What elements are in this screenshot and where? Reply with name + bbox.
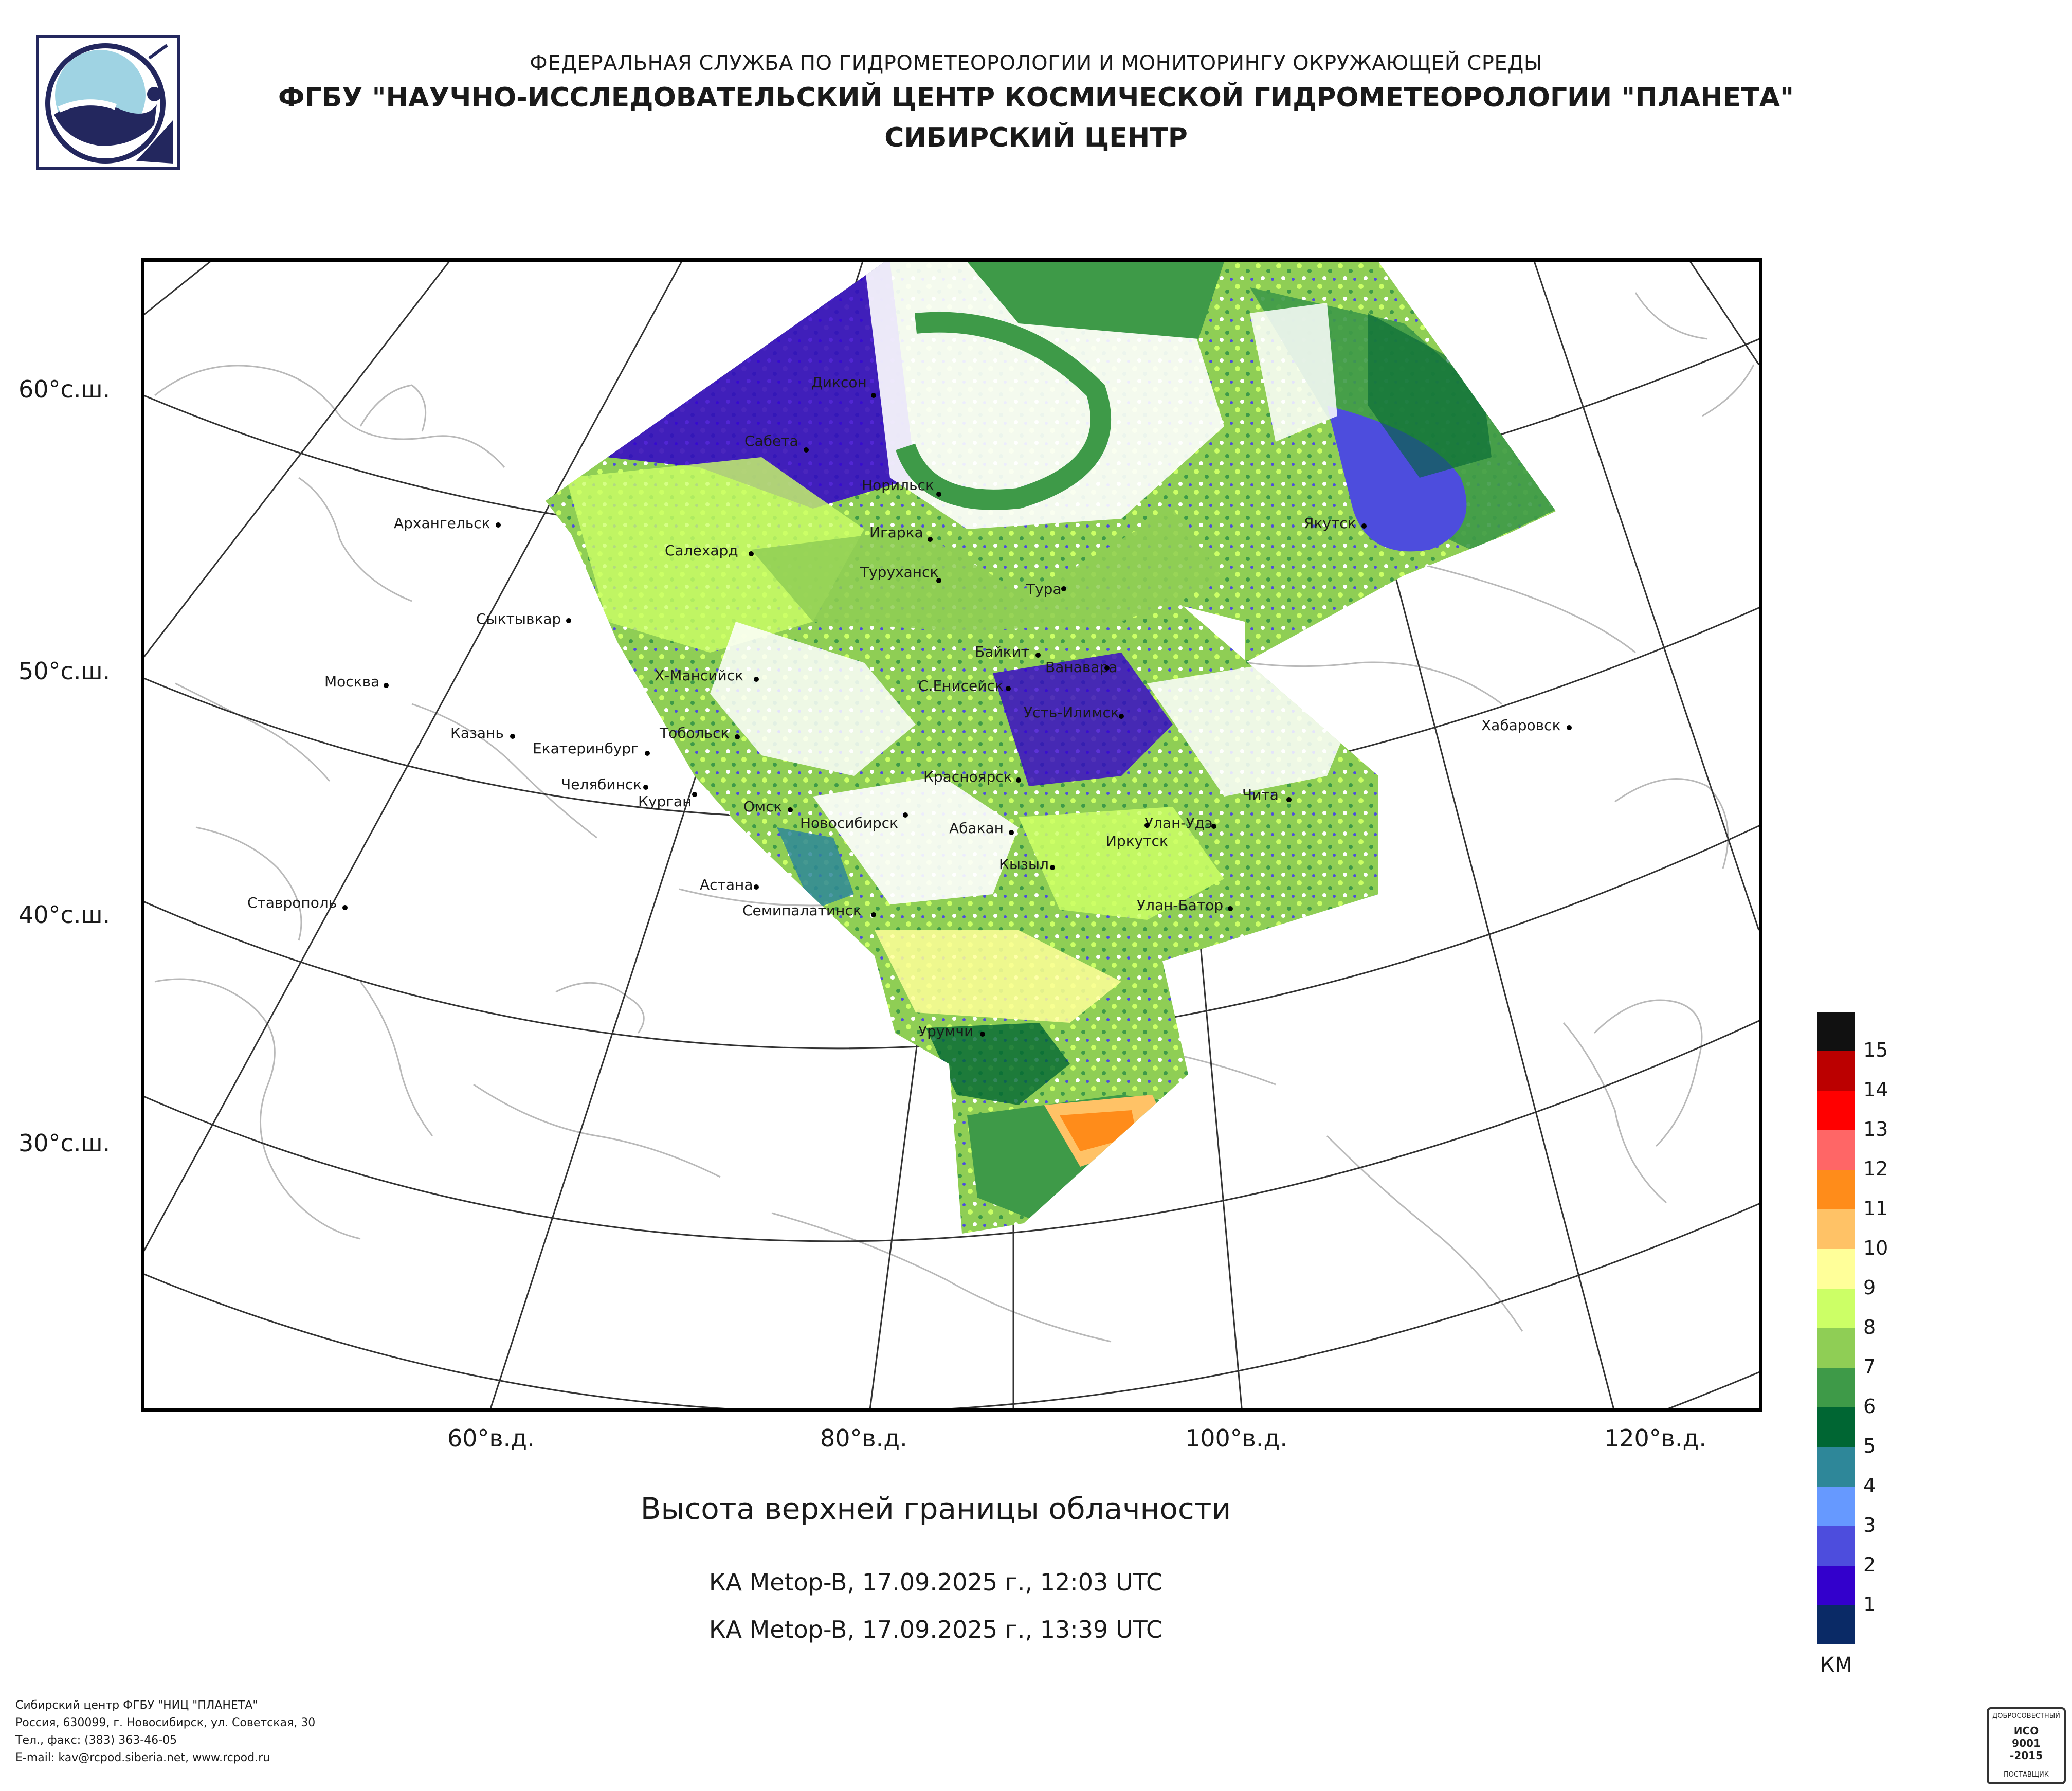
- footer-org: Сибирский центр ФГБУ "НИЦ "ПЛАНЕТА": [15, 1699, 258, 1712]
- city-label: Тура: [1026, 581, 1062, 598]
- planeta-logo: [36, 35, 180, 170]
- city-label: Астана: [700, 876, 753, 893]
- city-label: Москва: [324, 673, 380, 690]
- badge-top: ДОБРОСОВЕСТНЫЙ: [1992, 1712, 2060, 1720]
- legend-swatch: [1817, 1289, 1855, 1328]
- footer-phone: Тел., факс: (383) 363-46-05: [15, 1734, 177, 1747]
- legend-label: 9: [1863, 1276, 1876, 1299]
- lat-label: 30°с.ш.: [19, 1129, 111, 1157]
- city-label: Диксон: [811, 374, 867, 391]
- legend-swatch: [1817, 1209, 1855, 1249]
- city-label: Архангельск: [394, 515, 490, 532]
- legend-unit: КМ: [1820, 1653, 1852, 1677]
- city-label: Челябинск: [561, 776, 642, 793]
- city-markers: [342, 393, 1572, 1037]
- legend-label: 1: [1863, 1593, 1876, 1616]
- city-label: Новосибирск: [800, 815, 898, 831]
- city-label: Урумчи: [918, 1023, 974, 1040]
- badge-bottom: ПОСТАВЩИК: [2003, 1771, 2049, 1779]
- city-label: Усть-Илимск: [1024, 704, 1119, 721]
- legend-label: 11: [1863, 1197, 1888, 1220]
- satellite-pass: КА Metop-B, 17.09.2025 г., 13:39 UTC: [708, 1616, 1163, 1643]
- legend-swatch: [1817, 1526, 1855, 1566]
- city-label: Игарка: [869, 524, 923, 541]
- cloud-top-map: Диксон Сабета Норильск Игарка Салехард Т…: [41, 256, 1842, 1573]
- legend-swatch: [1817, 1051, 1855, 1091]
- city-label: Ставрополь: [247, 894, 337, 911]
- legend-swatch: [1817, 1605, 1855, 1644]
- city-label: Туруханск: [860, 564, 939, 581]
- legend-label: 14: [1863, 1078, 1888, 1101]
- legend-label: 12: [1863, 1157, 1888, 1180]
- city-label: Норильск: [862, 477, 934, 494]
- legend-label: 3: [1863, 1514, 1876, 1536]
- institute-title: ФГБУ "НАУЧНО-ИССЛЕДОВАТЕЛЬСКИЙ ЦЕНТР КОС…: [278, 82, 1794, 113]
- city-label: Улан-Батор: [1137, 897, 1224, 914]
- legend-label: 5: [1863, 1435, 1876, 1457]
- lon-label: 120°в.д.: [1604, 1424, 1706, 1452]
- agency-title: ФЕДЕРАЛЬНАЯ СЛУЖБА ПО ГИДРОМЕТЕОРОЛОГИИ …: [530, 51, 1542, 75]
- legend-label: 8: [1863, 1316, 1876, 1338]
- footer-address: Россия, 630099, г. Новосибирск, ул. Сове…: [15, 1716, 316, 1729]
- planeta-logo-icon: [45, 43, 173, 164]
- city-label: Якутск: [1304, 515, 1356, 532]
- footer-email[interactable]: E-mail: kav@rcpod.siberia.net, www.rcpod…: [15, 1751, 270, 1764]
- city-label: Курган: [638, 793, 692, 810]
- legend-swatch: [1817, 1130, 1855, 1170]
- legend-label: 7: [1863, 1355, 1876, 1378]
- legend-swatch: [1817, 1328, 1855, 1368]
- badge-line3: -2015: [2010, 1749, 2043, 1762]
- city-label: Байкит: [975, 643, 1029, 660]
- lat-label: 60°с.ш.: [19, 375, 111, 403]
- product-title: Высота верхней границы облачности: [640, 1491, 1231, 1526]
- city-label: Екатеринбург: [533, 740, 639, 757]
- badge-line2: 9001: [2012, 1737, 2041, 1749]
- city-label: Чита: [1242, 786, 1279, 803]
- legend-label: 2: [1863, 1553, 1876, 1576]
- city-label: Улан-Удэ: [1144, 815, 1213, 831]
- legend-swatch: [1817, 1407, 1855, 1447]
- legend-swatch: [1817, 1249, 1855, 1289]
- legend-swatch: [1817, 1487, 1855, 1526]
- city-label: Хабаровск: [1481, 717, 1561, 734]
- iso-badge: ДОБРОСОВЕСТНЫЙ ИСО 9001 -2015 ПОСТАВЩИК: [1987, 1707, 2066, 1784]
- legend-swatch: [1817, 1447, 1855, 1487]
- city-label: С.Енисейск: [918, 677, 1004, 694]
- lon-label: 80°в.д.: [820, 1424, 907, 1452]
- city-label: Сабета: [744, 432, 798, 449]
- lat-label: 40°с.ш.: [19, 901, 111, 929]
- city-label: Абакан: [949, 820, 1004, 837]
- legend-swatch: [1817, 1566, 1855, 1605]
- height-legend: [1817, 1012, 1855, 1644]
- legend-swatch: [1817, 1091, 1855, 1130]
- city-label: Кызыл: [999, 856, 1049, 873]
- legend-swatch: [1817, 1012, 1855, 1051]
- city-label: Омск: [743, 798, 783, 815]
- map-canvas: [41, 256, 1842, 1573]
- legend-label: 13: [1863, 1118, 1888, 1141]
- city-label: Х-Мансийск: [655, 667, 744, 684]
- city-label: Казань: [450, 725, 504, 741]
- lon-label: 100°в.д.: [1185, 1424, 1287, 1452]
- badge-line1: ИСО: [2013, 1725, 2039, 1737]
- city-label: Красноярск: [923, 768, 1012, 785]
- city-label: Иркутск: [1106, 833, 1168, 849]
- center-title: СИБИРСКИЙ ЦЕНТР: [884, 122, 1188, 153]
- legend-swatch: [1817, 1368, 1855, 1407]
- legend-label: 15: [1863, 1039, 1888, 1061]
- satellite-pass: КА Metop-B, 17.09.2025 г., 12:03 UTC: [708, 1568, 1163, 1596]
- city-label: Салехард: [665, 542, 738, 559]
- legend-label: 6: [1863, 1395, 1876, 1418]
- city-label: Семипалатинск: [742, 902, 862, 919]
- legend-swatch: [1817, 1170, 1855, 1209]
- legend-label: 10: [1863, 1237, 1888, 1259]
- lon-label: 60°в.д.: [447, 1424, 535, 1452]
- lat-label: 50°с.ш.: [19, 657, 111, 685]
- city-label: Сыктывкар: [476, 610, 561, 627]
- city-label: Тобольск: [660, 725, 730, 741]
- legend-label: 4: [1863, 1474, 1876, 1497]
